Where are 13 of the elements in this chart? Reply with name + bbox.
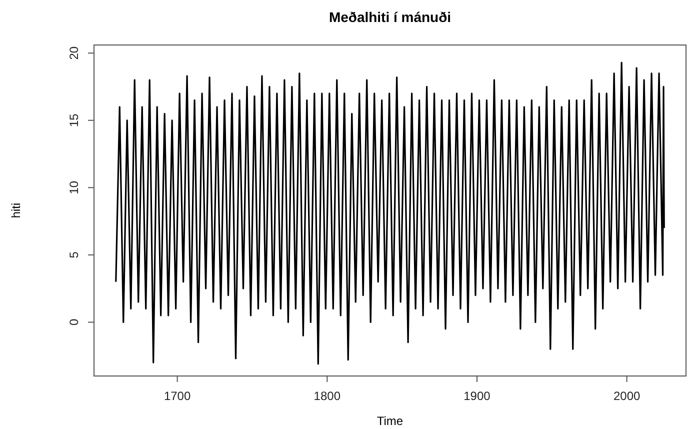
y-tick-label: 5 xyxy=(67,251,81,258)
y-tick-label: 20 xyxy=(67,46,81,60)
x-tick-label: 2000 xyxy=(613,389,640,403)
line-series xyxy=(115,62,665,365)
x-tick-label: 1900 xyxy=(464,389,491,403)
x-tick-label: 1700 xyxy=(164,389,191,403)
chart-title: Meðalhiti í mánuði xyxy=(328,9,452,25)
y-tick-label: 0 xyxy=(67,318,81,326)
y-axis-title: hiti xyxy=(9,202,23,218)
y-tick-label: 10 xyxy=(67,180,81,194)
x-tick-label: 1800 xyxy=(314,389,341,403)
y-tick-label: 15 xyxy=(67,113,81,128)
x-axis-title: Time xyxy=(376,414,404,428)
